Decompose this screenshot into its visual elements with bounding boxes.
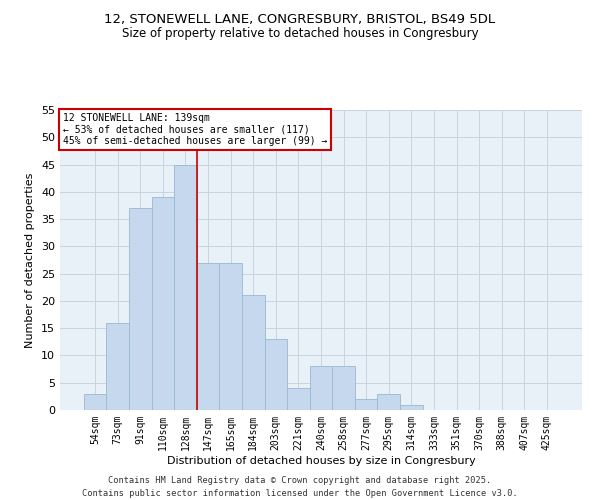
Bar bbox=[242, 296, 265, 410]
Bar bbox=[287, 388, 310, 410]
Bar bbox=[377, 394, 400, 410]
Text: Contains HM Land Registry data © Crown copyright and database right 2025.
Contai: Contains HM Land Registry data © Crown c… bbox=[82, 476, 518, 498]
X-axis label: Distribution of detached houses by size in Congresbury: Distribution of detached houses by size … bbox=[167, 456, 475, 466]
Bar bbox=[355, 399, 377, 410]
Bar bbox=[197, 262, 220, 410]
Text: 12 STONEWELL LANE: 139sqm
← 53% of detached houses are smaller (117)
45% of semi: 12 STONEWELL LANE: 139sqm ← 53% of detac… bbox=[63, 113, 327, 146]
Bar bbox=[106, 322, 129, 410]
Text: Size of property relative to detached houses in Congresbury: Size of property relative to detached ho… bbox=[122, 28, 478, 40]
Bar bbox=[220, 262, 242, 410]
Bar bbox=[152, 198, 174, 410]
Bar bbox=[332, 366, 355, 410]
Bar bbox=[265, 339, 287, 410]
Text: 12, STONEWELL LANE, CONGRESBURY, BRISTOL, BS49 5DL: 12, STONEWELL LANE, CONGRESBURY, BRISTOL… bbox=[104, 12, 496, 26]
Y-axis label: Number of detached properties: Number of detached properties bbox=[25, 172, 35, 348]
Bar bbox=[310, 366, 332, 410]
Bar bbox=[174, 164, 197, 410]
Bar bbox=[129, 208, 152, 410]
Bar bbox=[400, 404, 422, 410]
Bar bbox=[84, 394, 106, 410]
